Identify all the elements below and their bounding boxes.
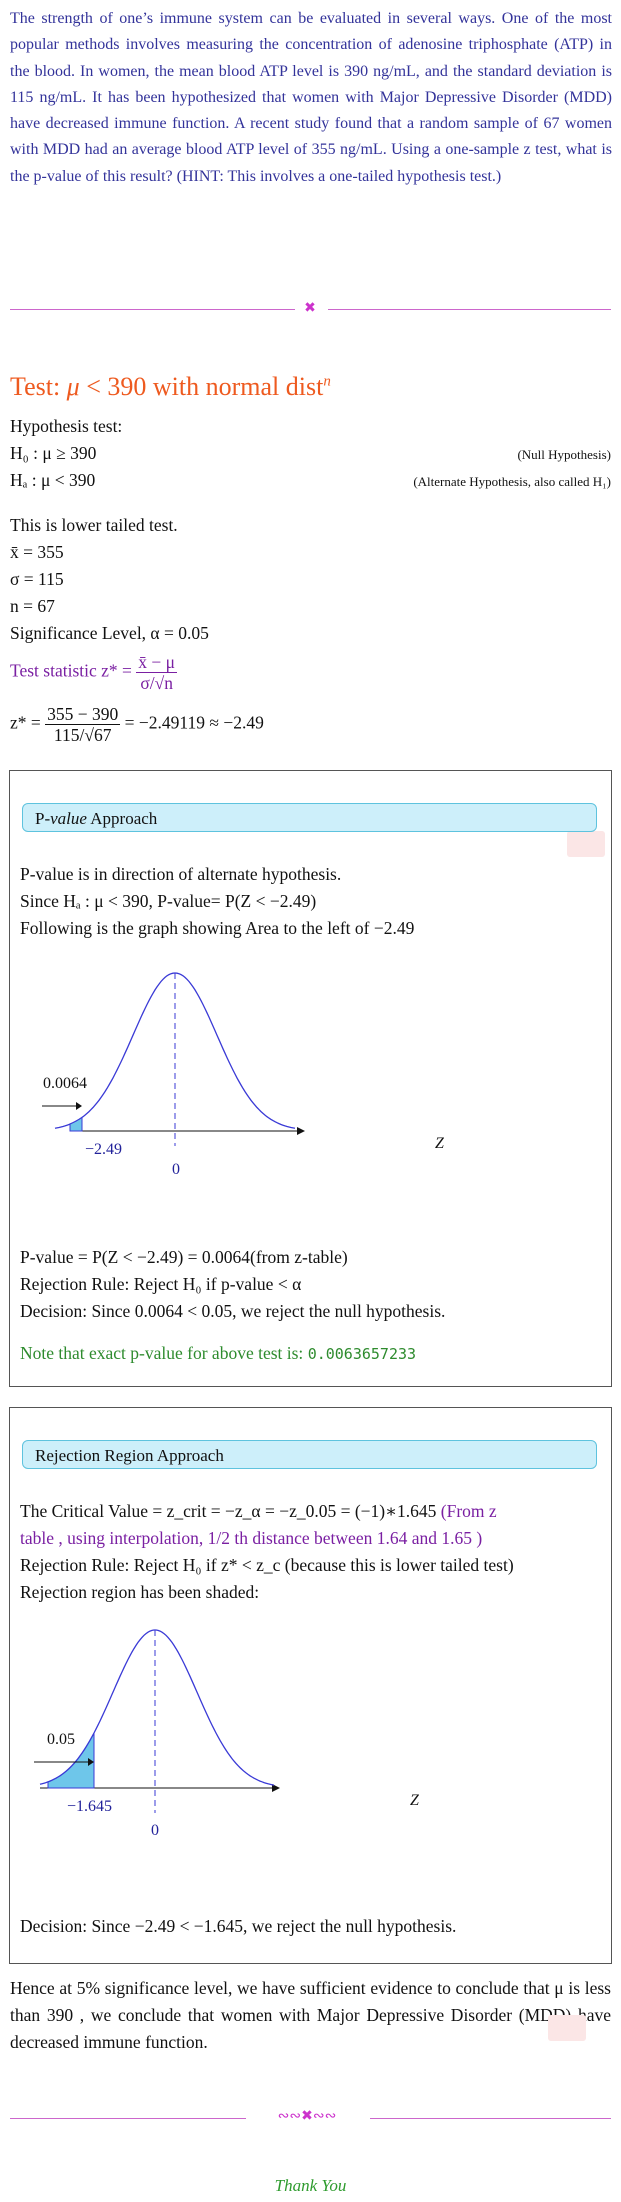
rejection-region-box: Rejection Region Approach The Critical V… [9, 1407, 612, 1964]
pvalue-approach-title: P-value Approach [22, 803, 597, 832]
rr-center-label: 0 [151, 1822, 159, 1839]
pvalue-graph-caption: Following is the graph showing Area to t… [20, 918, 415, 938]
critical-value-note: table , using interpolation, 1/2 th dist… [20, 1528, 483, 1548]
watermark-logo-bottom [548, 2015, 586, 2041]
thank-you: Thank You [274, 2176, 347, 2195]
pvalue-center-label: 0 [172, 1161, 180, 1178]
pvalue-axis-label: Z [435, 1135, 445, 1152]
significance-level: Significance Level, α = 0.05 [10, 623, 209, 643]
pvalue-normal-curve: 0.0064 −2.49 0 Z [42, 972, 445, 1178]
rejection-rule: Rejection Rule: Reject H₀ if z* < z_c (b… [20, 1555, 514, 1575]
rejection-region-title: Rejection Region Approach [22, 1440, 597, 1469]
ornament-icon: ✖ [304, 300, 316, 316]
pvalue-result: P-value = P(Z < −2.49) = 0.0064(from z-t… [20, 1247, 348, 1267]
footer-separator-right [370, 2118, 611, 2119]
footer-separator-left [10, 2118, 246, 2119]
rr-area-label: 0.05 [47, 1731, 75, 1748]
sample-size: n = 67 [10, 596, 55, 616]
tail-type: This is lower tailed test. [10, 515, 178, 535]
alternate-hypothesis: Hₐ : μ < 390 [10, 470, 96, 490]
sample-mean: x̄ = 355 [10, 542, 64, 562]
rr-z-label: −1.645 [67, 1798, 112, 1815]
pvalue-since: Since Hₐ : μ < 390, P-value= P(Z < −2.49… [20, 891, 317, 911]
conclusion: Hence at 5% significance level, we have … [10, 1978, 611, 2052]
rr-decision: Decision: Since −2.49 < −1.645, we rejec… [20, 1916, 457, 1936]
pvalue-decision: Decision: Since 0.0064 < 0.05, we reject… [20, 1301, 446, 1321]
alternate-hypothesis-note: (Alternate Hypothesis, also called H₁) [413, 474, 611, 489]
rejection-shaded-caption: Rejection region has been shaded: [20, 1582, 260, 1602]
problem-statement: The strength of one’s immune system can … [10, 10, 612, 185]
test-statistic-calc: z* = 355 − 390 115/√67 = −2.49119 ≈ −2.49 [10, 704, 264, 745]
null-hypothesis: H₀ : μ ≥ 390 [10, 443, 97, 463]
critical-value: The Critical Value = z_crit = −z_α = −z_… [20, 1501, 497, 1521]
exact-pvalue-note: Note that exact p-value for above test i… [20, 1343, 417, 1363]
footer-ornament-icon: ∾∾✖∾∾ [277, 2108, 337, 2124]
rr-axis-label: Z [410, 1792, 420, 1809]
std-dev: σ = 115 [10, 569, 64, 589]
pvalue-z-label: −2.49 [85, 1141, 122, 1158]
watermark-logo [567, 831, 605, 857]
pvalue-approach-box: P-value Approach P-value is in direction… [9, 770, 612, 1387]
test-statistic-formula: Test statistic z* = x̄ − μ σ/√n [10, 652, 178, 693]
separator-left [10, 309, 295, 310]
pvalue-direction: P-value is in direction of alternate hyp… [20, 864, 342, 884]
pvalue-area-label: 0.0064 [43, 1075, 87, 1092]
separator-right [328, 309, 611, 310]
hypothesis-heading: Hypothesis test: [10, 416, 123, 436]
exact-pvalue: 0.0063657233 [307, 1345, 417, 1363]
test-title: Test: μ < 390 with normal distn [10, 372, 331, 401]
rejection-normal-curve: 0.05 −1.645 0 Z [34, 1629, 420, 1839]
null-hypothesis-note: (Null Hypothesis) [517, 447, 611, 462]
pvalue-rule: Rejection Rule: Reject H₀ if p-value < α [20, 1274, 302, 1294]
